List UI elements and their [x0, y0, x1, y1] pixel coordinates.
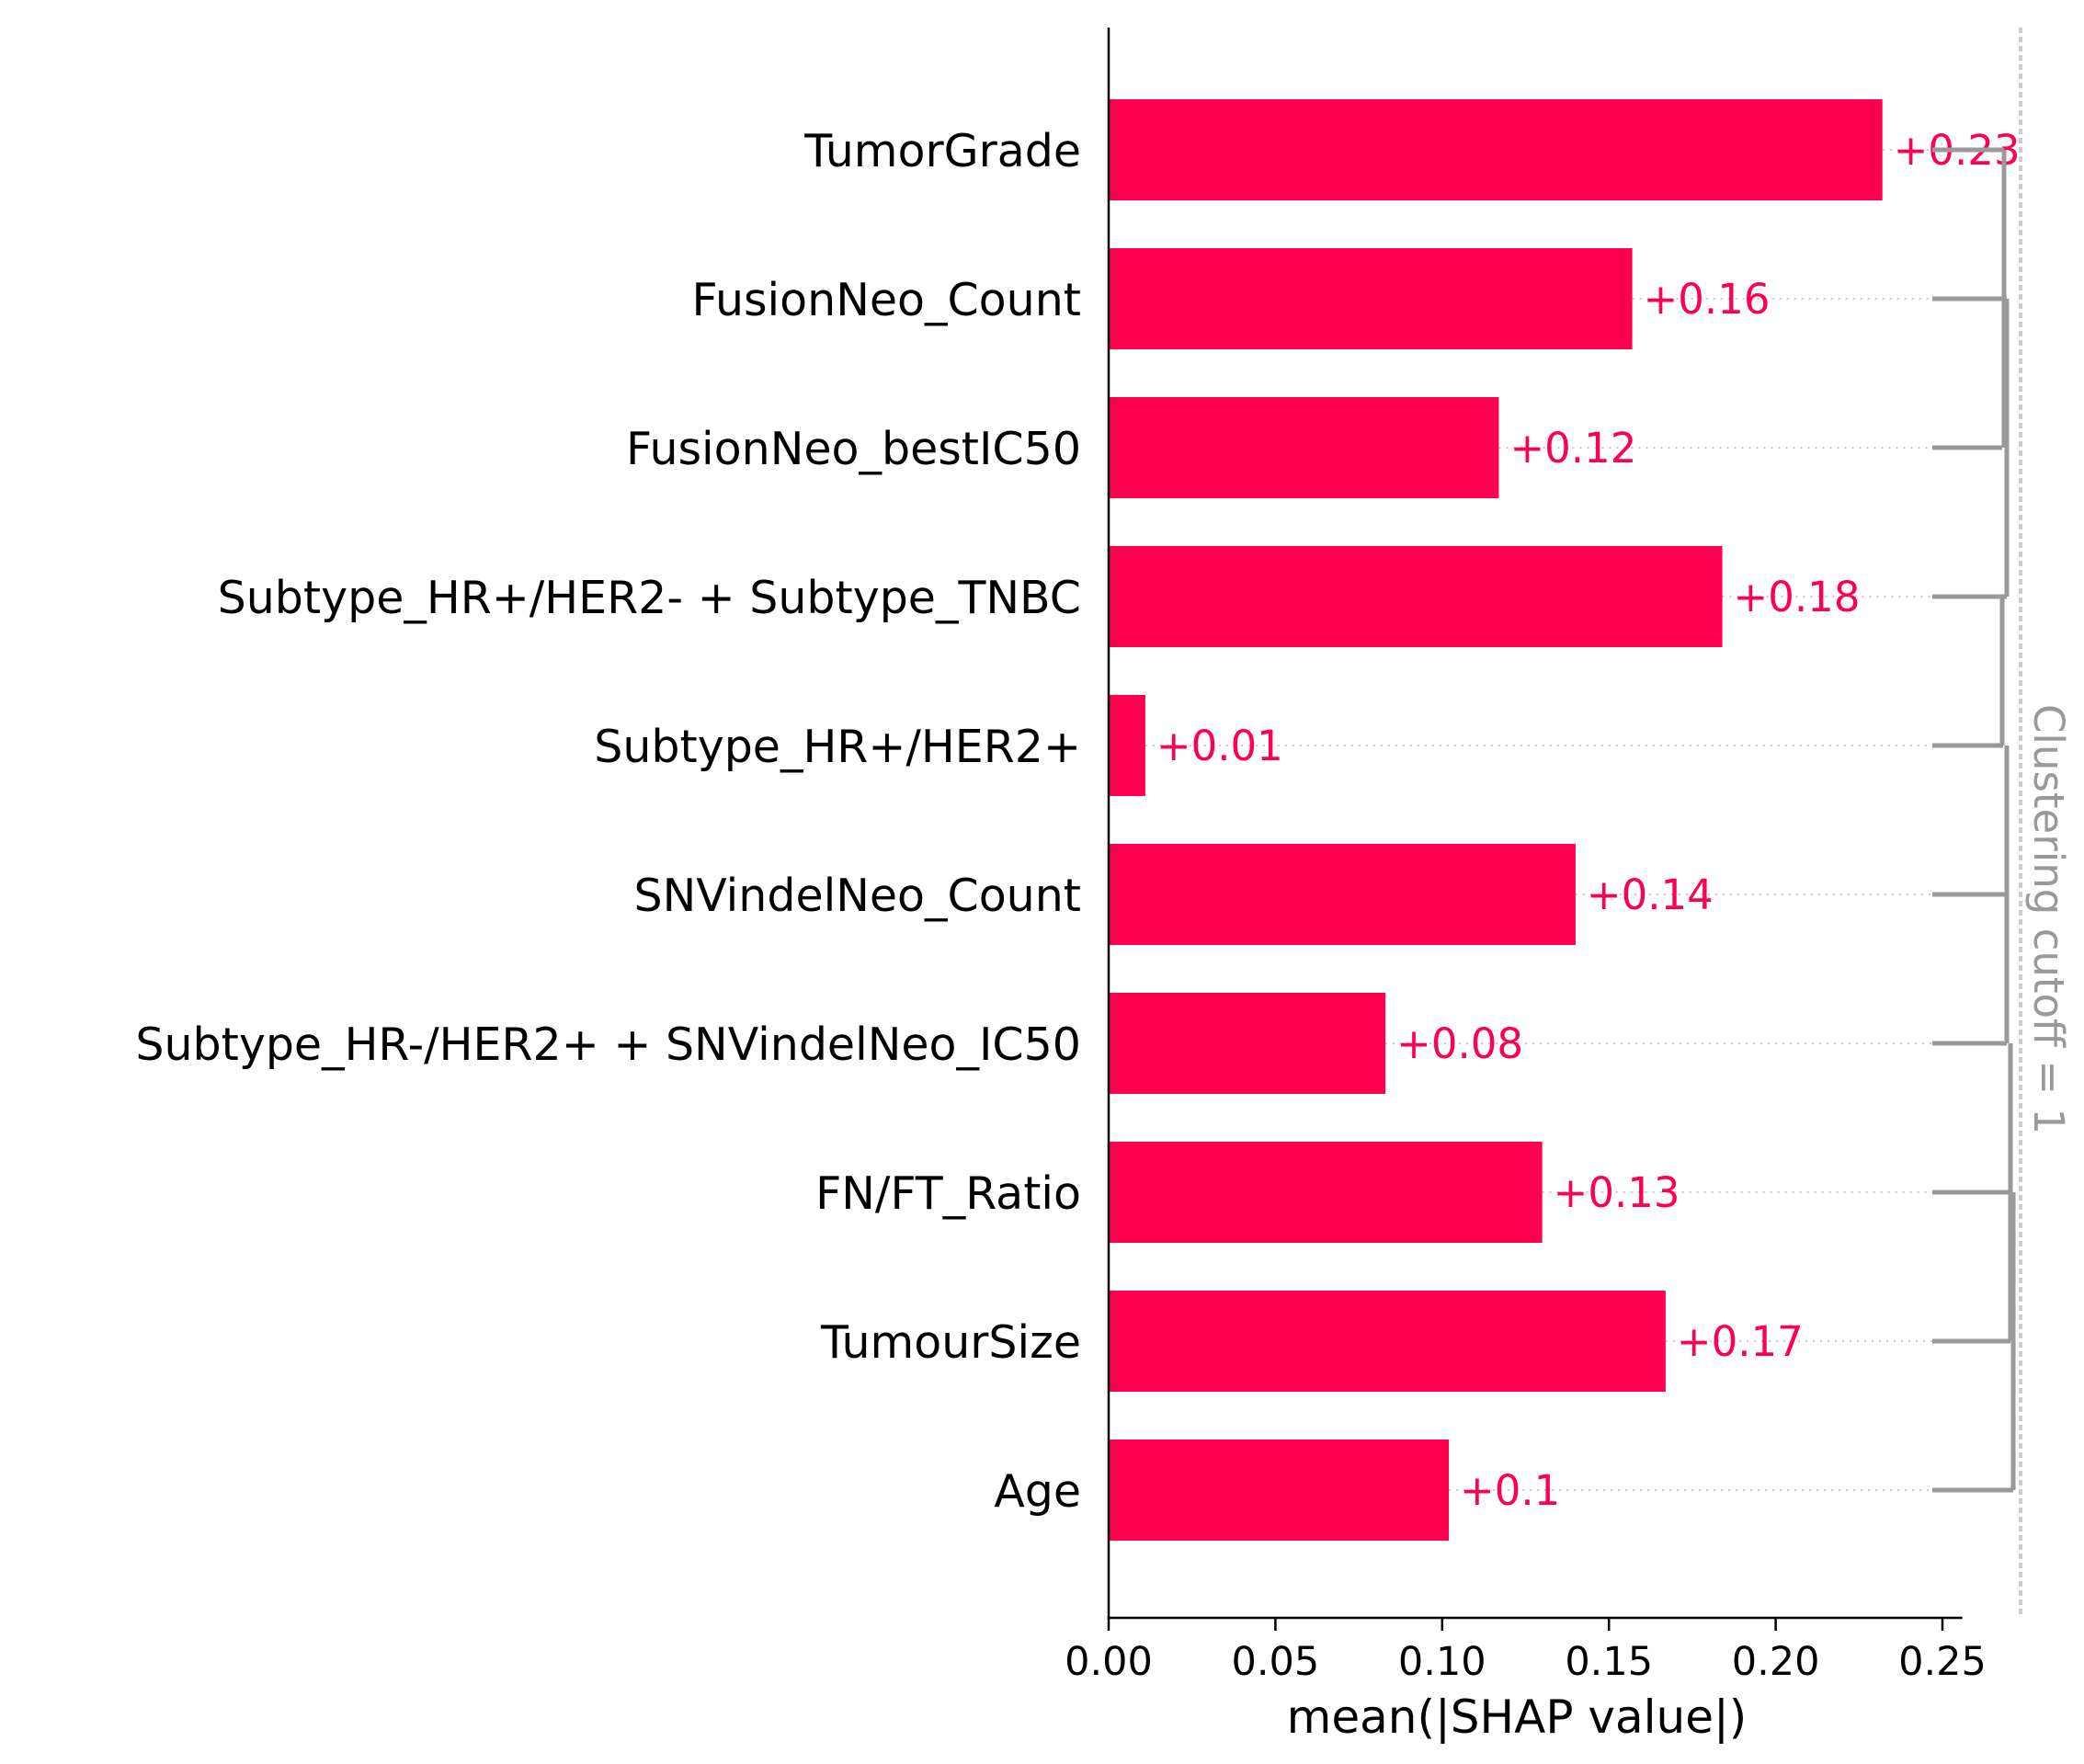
value-label: +0.1 [1460, 1466, 1560, 1515]
dotted-guides [1144, 149, 1963, 1491]
value-label: +0.08 [1396, 1019, 1523, 1068]
bar [1109, 1291, 1666, 1392]
category-label: Subtype_HR+/HER2- + Subtype_TNBC [218, 572, 1081, 624]
value-label: +0.14 [1587, 871, 1714, 919]
category-label: FusionNeo_bestIC50 [626, 423, 1081, 475]
category-label: Subtype_HR+/HER2+ [594, 721, 1081, 773]
value-label: +0.17 [1677, 1317, 1804, 1366]
bar [1109, 397, 1499, 498]
bar [1109, 695, 1145, 796]
bar [1109, 546, 1723, 647]
value-label: +0.13 [1554, 1168, 1680, 1217]
category-label: TumorGrade [803, 125, 1081, 177]
category-label: Age [994, 1465, 1081, 1518]
axes: 0.00 0.05 0.10 0.15 0.20 0.25 [1065, 28, 1987, 1685]
category-labels: TumorGrade FusionNeo_Count FusionNeo_bestI… [135, 125, 1081, 1518]
clustering-cutoff-label: Clustering cutoff = 1 [2024, 704, 2073, 1134]
bar [1109, 1440, 1450, 1541]
category-label: SNVindelNeo_Count [633, 870, 1081, 922]
value-label: +0.01 [1156, 722, 1283, 770]
category-label: FN/FT_Ratio [815, 1167, 1081, 1220]
x-tick-label: 0.10 [1398, 1639, 1486, 1685]
bars [1109, 99, 1883, 1541]
category-label: TumourSize [820, 1316, 1081, 1369]
x-tick-label: 0.20 [1732, 1639, 1820, 1685]
bar [1109, 1142, 1543, 1243]
x-axis-title: mean(|SHAP value|) [1287, 1690, 1748, 1744]
x-tick-label: 0.00 [1065, 1639, 1153, 1685]
bar [1109, 248, 1633, 349]
x-tick-label: 0.25 [1898, 1639, 1987, 1685]
value-label: +0.12 [1509, 424, 1636, 472]
x-tick-label: 0.05 [1232, 1639, 1320, 1685]
x-tick-label: 0.15 [1565, 1639, 1653, 1685]
value-label: +0.16 [1644, 275, 1771, 324]
bar [1109, 844, 1576, 945]
bar [1109, 99, 1883, 200]
category-label: FusionNeo_Count [691, 274, 1081, 326]
dendrogram [1932, 28, 2022, 1618]
value-label: +0.18 [1734, 573, 1861, 621]
bar [1109, 993, 1386, 1094]
category-label: Subtype_HR-/HER2+ + SNVindelNeo_IC50 [135, 1019, 1081, 1071]
